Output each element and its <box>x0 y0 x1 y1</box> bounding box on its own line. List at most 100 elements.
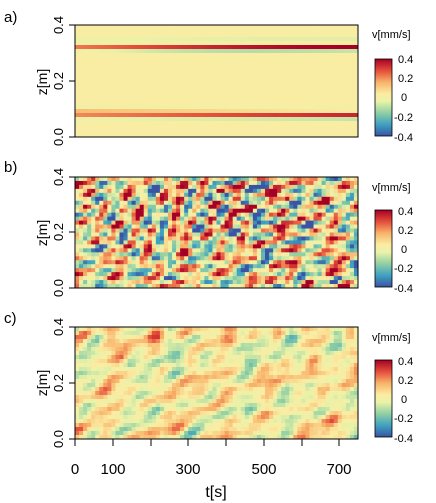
heat-cell <box>143 121 149 126</box>
heat-cell <box>232 69 238 74</box>
heat-cell <box>273 371 278 376</box>
heat-cell <box>79 133 84 138</box>
heat-cell <box>216 121 221 126</box>
heat-cell <box>289 25 294 30</box>
heat-cell <box>192 37 197 42</box>
heat-cell <box>204 268 209 273</box>
heat-cell <box>111 117 116 122</box>
heat-cell <box>232 236 238 241</box>
heat-cell <box>184 133 189 138</box>
heat-cell <box>119 57 124 62</box>
heat-cell <box>208 276 213 281</box>
heat-cell <box>309 339 314 344</box>
heat-cell <box>341 85 347 90</box>
heat-cell <box>248 200 254 206</box>
heat-cell <box>184 208 189 214</box>
heat-cell <box>265 208 270 214</box>
heat-cell <box>220 73 225 78</box>
heat-cell <box>212 339 217 344</box>
heat-cell <box>119 97 124 102</box>
heat-cell <box>75 177 80 182</box>
heat-cell <box>135 236 141 241</box>
heat-cell <box>337 105 343 110</box>
heat-cell <box>127 200 132 206</box>
heat-cell <box>301 375 306 380</box>
heat-cell <box>345 57 351 62</box>
heat-cell <box>204 264 209 269</box>
heat-cell <box>313 125 318 130</box>
heat-cell <box>289 228 294 233</box>
heat-cell <box>301 335 306 340</box>
heat-cell <box>325 93 331 98</box>
heat-cell <box>277 212 282 218</box>
heat-cell <box>353 105 359 110</box>
heat-cell <box>151 25 157 30</box>
heat-cell <box>208 101 213 106</box>
heat-cell <box>99 220 104 225</box>
heat-cell <box>167 228 173 233</box>
heat-cell <box>329 244 335 249</box>
heat-cell <box>135 65 141 70</box>
heat-cell <box>248 77 254 82</box>
heat-cell <box>91 49 96 54</box>
heat-cell <box>252 25 258 30</box>
heat-cell <box>309 367 314 372</box>
heat-cell <box>192 256 197 261</box>
heat-cell <box>289 208 294 214</box>
heat-cell <box>333 125 339 130</box>
heat-cell <box>265 248 270 253</box>
heat-cell <box>228 29 234 34</box>
heat-cell <box>325 89 331 94</box>
heat-cell <box>155 220 161 225</box>
heat-cell <box>151 73 157 78</box>
heat-cell <box>204 347 209 352</box>
heat-cell <box>265 204 270 210</box>
heat-cell <box>212 347 217 352</box>
heat-cell <box>236 69 242 74</box>
heat-cell <box>159 264 165 269</box>
heat-cell <box>301 260 306 265</box>
heat-cell <box>321 268 327 273</box>
heat-cell <box>151 212 157 218</box>
heat-cell <box>143 188 149 194</box>
heat-cell <box>301 252 306 257</box>
heat-cell <box>337 379 343 384</box>
heat-cell <box>167 133 173 138</box>
heat-cell <box>281 268 286 273</box>
heat-cell <box>337 216 343 221</box>
heat-cell <box>353 371 359 376</box>
heat-cell <box>285 73 290 78</box>
heat-cell <box>329 280 335 285</box>
heat-cell <box>99 196 104 202</box>
heat-cell <box>103 113 108 118</box>
heat-cell <box>236 331 242 336</box>
heat-cell <box>176 204 181 210</box>
heat-cell <box>281 379 286 384</box>
heat-cell <box>147 272 153 277</box>
heat-cell <box>248 371 254 376</box>
heat-cell <box>139 252 145 257</box>
heat-cell <box>353 331 359 336</box>
heat-cell <box>325 61 331 66</box>
heat-cell <box>248 208 254 214</box>
heat-cell <box>232 45 238 50</box>
heat-cell <box>273 351 278 356</box>
heat-cell <box>220 85 225 90</box>
heat-cell <box>240 65 246 70</box>
heat-cell <box>345 355 351 360</box>
heat-cell <box>167 383 173 388</box>
heat-cell <box>244 121 250 126</box>
heat-cell <box>167 57 173 62</box>
heat-cell <box>107 367 112 372</box>
heat-cell <box>204 335 209 340</box>
heat-cell <box>119 347 124 352</box>
heat-cell <box>329 53 335 58</box>
heat-cell <box>200 180 205 186</box>
heat-cell <box>79 375 84 380</box>
heat-cell <box>172 383 177 388</box>
heat-cell <box>151 351 157 356</box>
heat-cell <box>285 117 290 122</box>
heat-cell <box>341 339 347 344</box>
heat-cell <box>176 367 181 372</box>
heat-cell <box>277 347 282 352</box>
